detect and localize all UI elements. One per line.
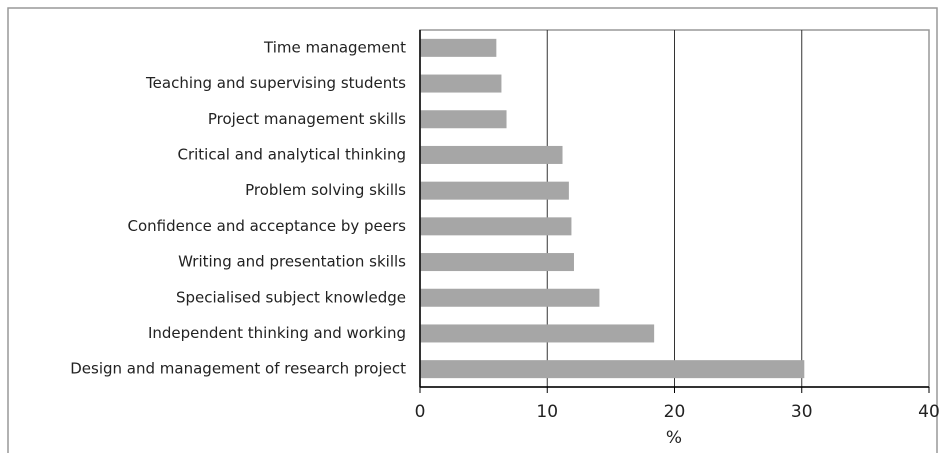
x-tick-label: 0: [415, 402, 426, 422]
x-tick-label: 30: [791, 402, 813, 422]
x-tick-label: 10: [536, 402, 558, 422]
bar: [420, 145, 563, 164]
y-tick-label: Specialised subject knowledge: [176, 288, 406, 306]
bar: [420, 110, 507, 129]
bar: [420, 360, 805, 379]
y-tick-label: Independent thinking and working: [148, 324, 406, 342]
y-tick-label: Project management skills: [208, 110, 406, 128]
x-tick-label: 40: [918, 402, 940, 422]
bar: [420, 181, 569, 200]
y-tick-label: Critical and analytical thinking: [177, 145, 406, 163]
y-tick-label: Confidence and acceptance by peers: [128, 217, 407, 235]
bar: [420, 38, 497, 57]
frame: [7, 7, 938, 453]
bar: [420, 324, 655, 343]
y-tick-label: Problem solving skills: [245, 181, 406, 199]
y-tick-label: Design and management of research projec…: [70, 360, 406, 378]
x-axis-label: %: [666, 428, 682, 448]
bar: [420, 288, 600, 307]
bar: [420, 74, 502, 93]
x-tick-label: 20: [664, 402, 686, 422]
bar: [420, 253, 574, 272]
y-tick-label: Writing and presentation skills: [178, 253, 406, 271]
y-tick-label: Teaching and supervising students: [145, 74, 406, 92]
y-tick-label: Time management: [263, 38, 406, 56]
bar: [420, 217, 572, 236]
